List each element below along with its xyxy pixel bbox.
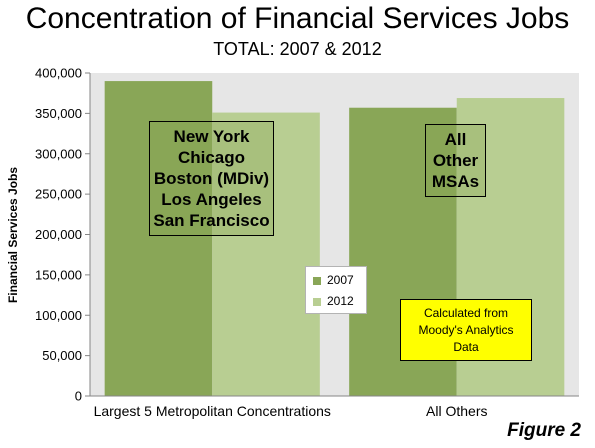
bar-2012-0 [212, 112, 320, 396]
legend-swatch-2012 [313, 297, 321, 306]
chart-subtitle: TOTAL: 2007 & 2012 [213, 39, 382, 59]
city-label: San Francisco [153, 211, 270, 230]
other-msas-line: Other [432, 151, 479, 170]
bar-2007-0 [104, 81, 213, 396]
legend-label-2007: 2007 [327, 273, 354, 287]
x-category-label: Largest 5 Metropolitan Concentrations [94, 403, 331, 419]
y-tick-label: 150,000 [35, 267, 82, 282]
y-axis-label: Financial Services Jobs [6, 167, 20, 303]
legend: 2007 2012 [305, 266, 367, 314]
y-tick-label: 400,000 [35, 66, 82, 81]
source-note-line: Calculated from [423, 306, 509, 320]
y-tick-label: 50,000 [42, 348, 82, 363]
city-label: Los Angeles [161, 190, 262, 209]
city-label: New York [173, 127, 250, 146]
legend-swatch-2007 [313, 276, 321, 285]
chart-title: Concentration of Financial Services Jobs [25, 2, 570, 35]
legend-item-2012: 2012 [313, 293, 354, 309]
legend-label-2012: 2012 [327, 294, 354, 308]
legend-item-2007: 2007 [313, 272, 354, 288]
y-tick-label: 0 [75, 389, 82, 404]
y-tick-label: 350,000 [35, 106, 82, 121]
other-msas-line: All [444, 130, 467, 149]
x-axis-categories: Largest 5 Metropolitan Concentrations All… [94, 403, 488, 419]
source-note-line: Moody's Analytics [418, 323, 514, 337]
y-tick-label: 300,000 [35, 146, 82, 161]
city-label: Chicago [177, 148, 246, 167]
y-tick-label: 200,000 [35, 227, 82, 242]
figure-label: Figure 2 [507, 420, 581, 441]
other-msas-line: MSAs [431, 172, 480, 191]
y-tick-label: 250,000 [35, 187, 82, 202]
other-msas-annotation: All Other MSAs [425, 124, 486, 197]
cities-annotation: New York Chicago Boston (MDiv) Los Angel… [149, 121, 274, 236]
y-axis-ticks: 0 50,000 100,000 150,000 200,000 250,000 300,0… [35, 66, 90, 404]
x-category-label: All Others [426, 403, 487, 419]
source-note-line: Data [453, 340, 479, 354]
city-label: Boston (MDiv) [153, 169, 270, 188]
y-tick-label: 100,000 [35, 308, 82, 323]
source-note: Calculated from Moody's Analytics Data [400, 299, 532, 361]
